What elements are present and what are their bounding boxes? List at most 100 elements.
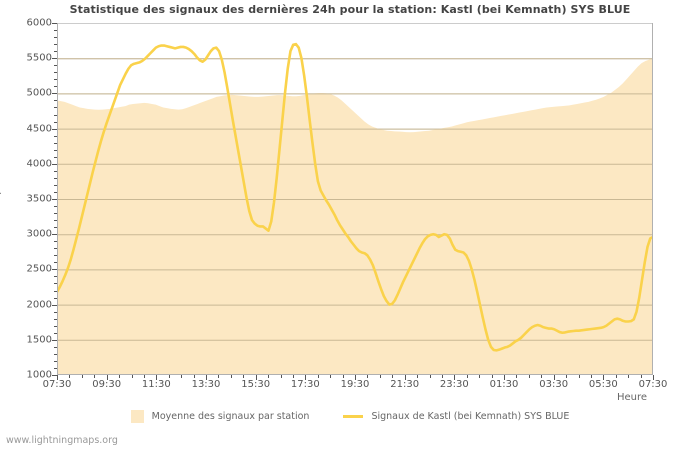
x-tick-label: 15:30 bbox=[241, 379, 271, 390]
x-tick-minor bbox=[81, 375, 83, 378]
y-tick-minor bbox=[54, 262, 57, 264]
x-tick-minor bbox=[441, 375, 443, 378]
y-tick-minor bbox=[54, 360, 57, 362]
x-tick-label: 09:30 bbox=[92, 379, 122, 390]
y-tick-minor bbox=[54, 121, 57, 123]
y-tick-minor bbox=[54, 311, 57, 313]
x-tick-major bbox=[603, 375, 605, 380]
x-tick-major bbox=[57, 375, 58, 380]
x-tick-minor bbox=[292, 375, 294, 378]
x-tick-minor bbox=[230, 375, 232, 378]
x-tick-minor bbox=[94, 375, 96, 378]
y-tick-minor bbox=[54, 248, 57, 250]
y-tick-major bbox=[52, 304, 57, 306]
y-axis-title: Nb /h bbox=[0, 184, 3, 211]
x-axis-title: Heure bbox=[617, 392, 648, 403]
x-tick-minor bbox=[193, 375, 195, 378]
y-tick-label: 6000 bbox=[26, 17, 52, 29]
y-tick-minor bbox=[54, 241, 57, 243]
y-tick-minor bbox=[54, 51, 57, 53]
legend-item-average: Moyenne des signaux par station bbox=[130, 410, 310, 423]
y-tick-minor bbox=[54, 332, 57, 334]
legend-label-average: Moyenne des signaux par station bbox=[151, 411, 310, 422]
x-tick-minor bbox=[131, 375, 133, 378]
y-tick-minor bbox=[54, 100, 57, 102]
y-tick-major bbox=[52, 269, 57, 271]
x-tick-minor bbox=[479, 375, 481, 378]
x-tick-label: 07:30 bbox=[638, 379, 668, 390]
y-tick-label: 1000 bbox=[26, 369, 52, 381]
y-tick-minor bbox=[54, 86, 57, 88]
y-tick-minor bbox=[54, 184, 57, 186]
x-tick-major bbox=[404, 375, 406, 380]
y-tick-minor bbox=[54, 107, 57, 109]
legend-item-station: Signaux de Kastl (bei Kemnath) SYS BLUE bbox=[343, 411, 569, 422]
x-tick-major bbox=[355, 375, 356, 380]
y-tick-minor bbox=[54, 79, 57, 81]
y-tick-minor bbox=[54, 255, 57, 257]
x-tick-major bbox=[504, 375, 505, 380]
y-tick-major bbox=[52, 375, 57, 376]
x-tick-label: 13:30 bbox=[191, 379, 221, 390]
plot-border-left bbox=[57, 23, 58, 375]
y-tick-minor bbox=[54, 149, 57, 151]
x-tick-minor bbox=[590, 375, 592, 378]
y-tick-label: 4000 bbox=[26, 158, 52, 170]
plot-border-top bbox=[57, 23, 653, 24]
x-tick-minor bbox=[491, 375, 493, 378]
y-tick-minor bbox=[54, 44, 57, 46]
x-tick-major bbox=[255, 375, 257, 380]
x-tick-label: 17:30 bbox=[290, 379, 320, 390]
x-tick-label: 01:30 bbox=[489, 379, 519, 390]
y-tick-label: 1500 bbox=[26, 334, 52, 346]
y-tick-label: 5500 bbox=[26, 52, 52, 64]
x-tick-minor bbox=[578, 375, 580, 378]
x-tick-major bbox=[553, 375, 555, 380]
y-tick-minor bbox=[54, 220, 57, 222]
x-tick-minor bbox=[168, 375, 170, 378]
x-tick-label: 23:30 bbox=[439, 379, 469, 390]
x-tick-minor bbox=[243, 375, 245, 378]
y-tick-label: 5000 bbox=[26, 87, 52, 99]
line-series-kastl bbox=[57, 42, 653, 352]
footer-url: www.lightningmaps.org bbox=[6, 435, 118, 446]
y-tick-minor bbox=[54, 37, 57, 39]
y-tick-minor bbox=[54, 325, 57, 327]
y-tick-major bbox=[52, 199, 57, 200]
line-swatch-icon bbox=[343, 415, 364, 418]
x-tick-minor bbox=[429, 375, 431, 378]
x-tick-minor bbox=[317, 375, 319, 378]
x-tick-label: 21:30 bbox=[390, 379, 420, 390]
x-tick-label: 03:30 bbox=[539, 379, 569, 390]
x-tick-minor bbox=[330, 375, 332, 378]
y-tick-label: 2500 bbox=[26, 263, 52, 275]
x-tick-label: 11:30 bbox=[141, 379, 171, 390]
y-tick-minor bbox=[54, 135, 57, 137]
y-tick-minor bbox=[54, 142, 57, 144]
y-tick-major bbox=[52, 339, 57, 341]
x-tick-label: 19:30 bbox=[340, 379, 370, 390]
y-tick-major bbox=[52, 93, 57, 95]
x-tick-minor bbox=[392, 375, 394, 378]
x-tick-minor bbox=[119, 375, 121, 378]
x-tick-minor bbox=[516, 375, 518, 378]
y-tick-label: 2000 bbox=[26, 299, 52, 311]
y-tick-major bbox=[52, 58, 57, 60]
y-tick-minor bbox=[54, 297, 57, 299]
y-tick-label: 3000 bbox=[26, 228, 52, 240]
x-tick-minor bbox=[379, 375, 381, 378]
x-tick-major bbox=[305, 375, 307, 380]
x-tick-minor bbox=[181, 375, 183, 378]
x-tick-major bbox=[206, 375, 207, 380]
x-tick-major bbox=[156, 375, 158, 380]
y-tick-minor bbox=[54, 156, 57, 158]
y-tick-major bbox=[52, 128, 57, 130]
x-tick-major bbox=[106, 375, 108, 380]
area-series-moyenne bbox=[57, 59, 653, 375]
y-tick-minor bbox=[54, 72, 57, 74]
x-tick-minor bbox=[69, 375, 71, 378]
x-tick-minor bbox=[342, 375, 344, 378]
y-tick-minor bbox=[54, 290, 57, 292]
